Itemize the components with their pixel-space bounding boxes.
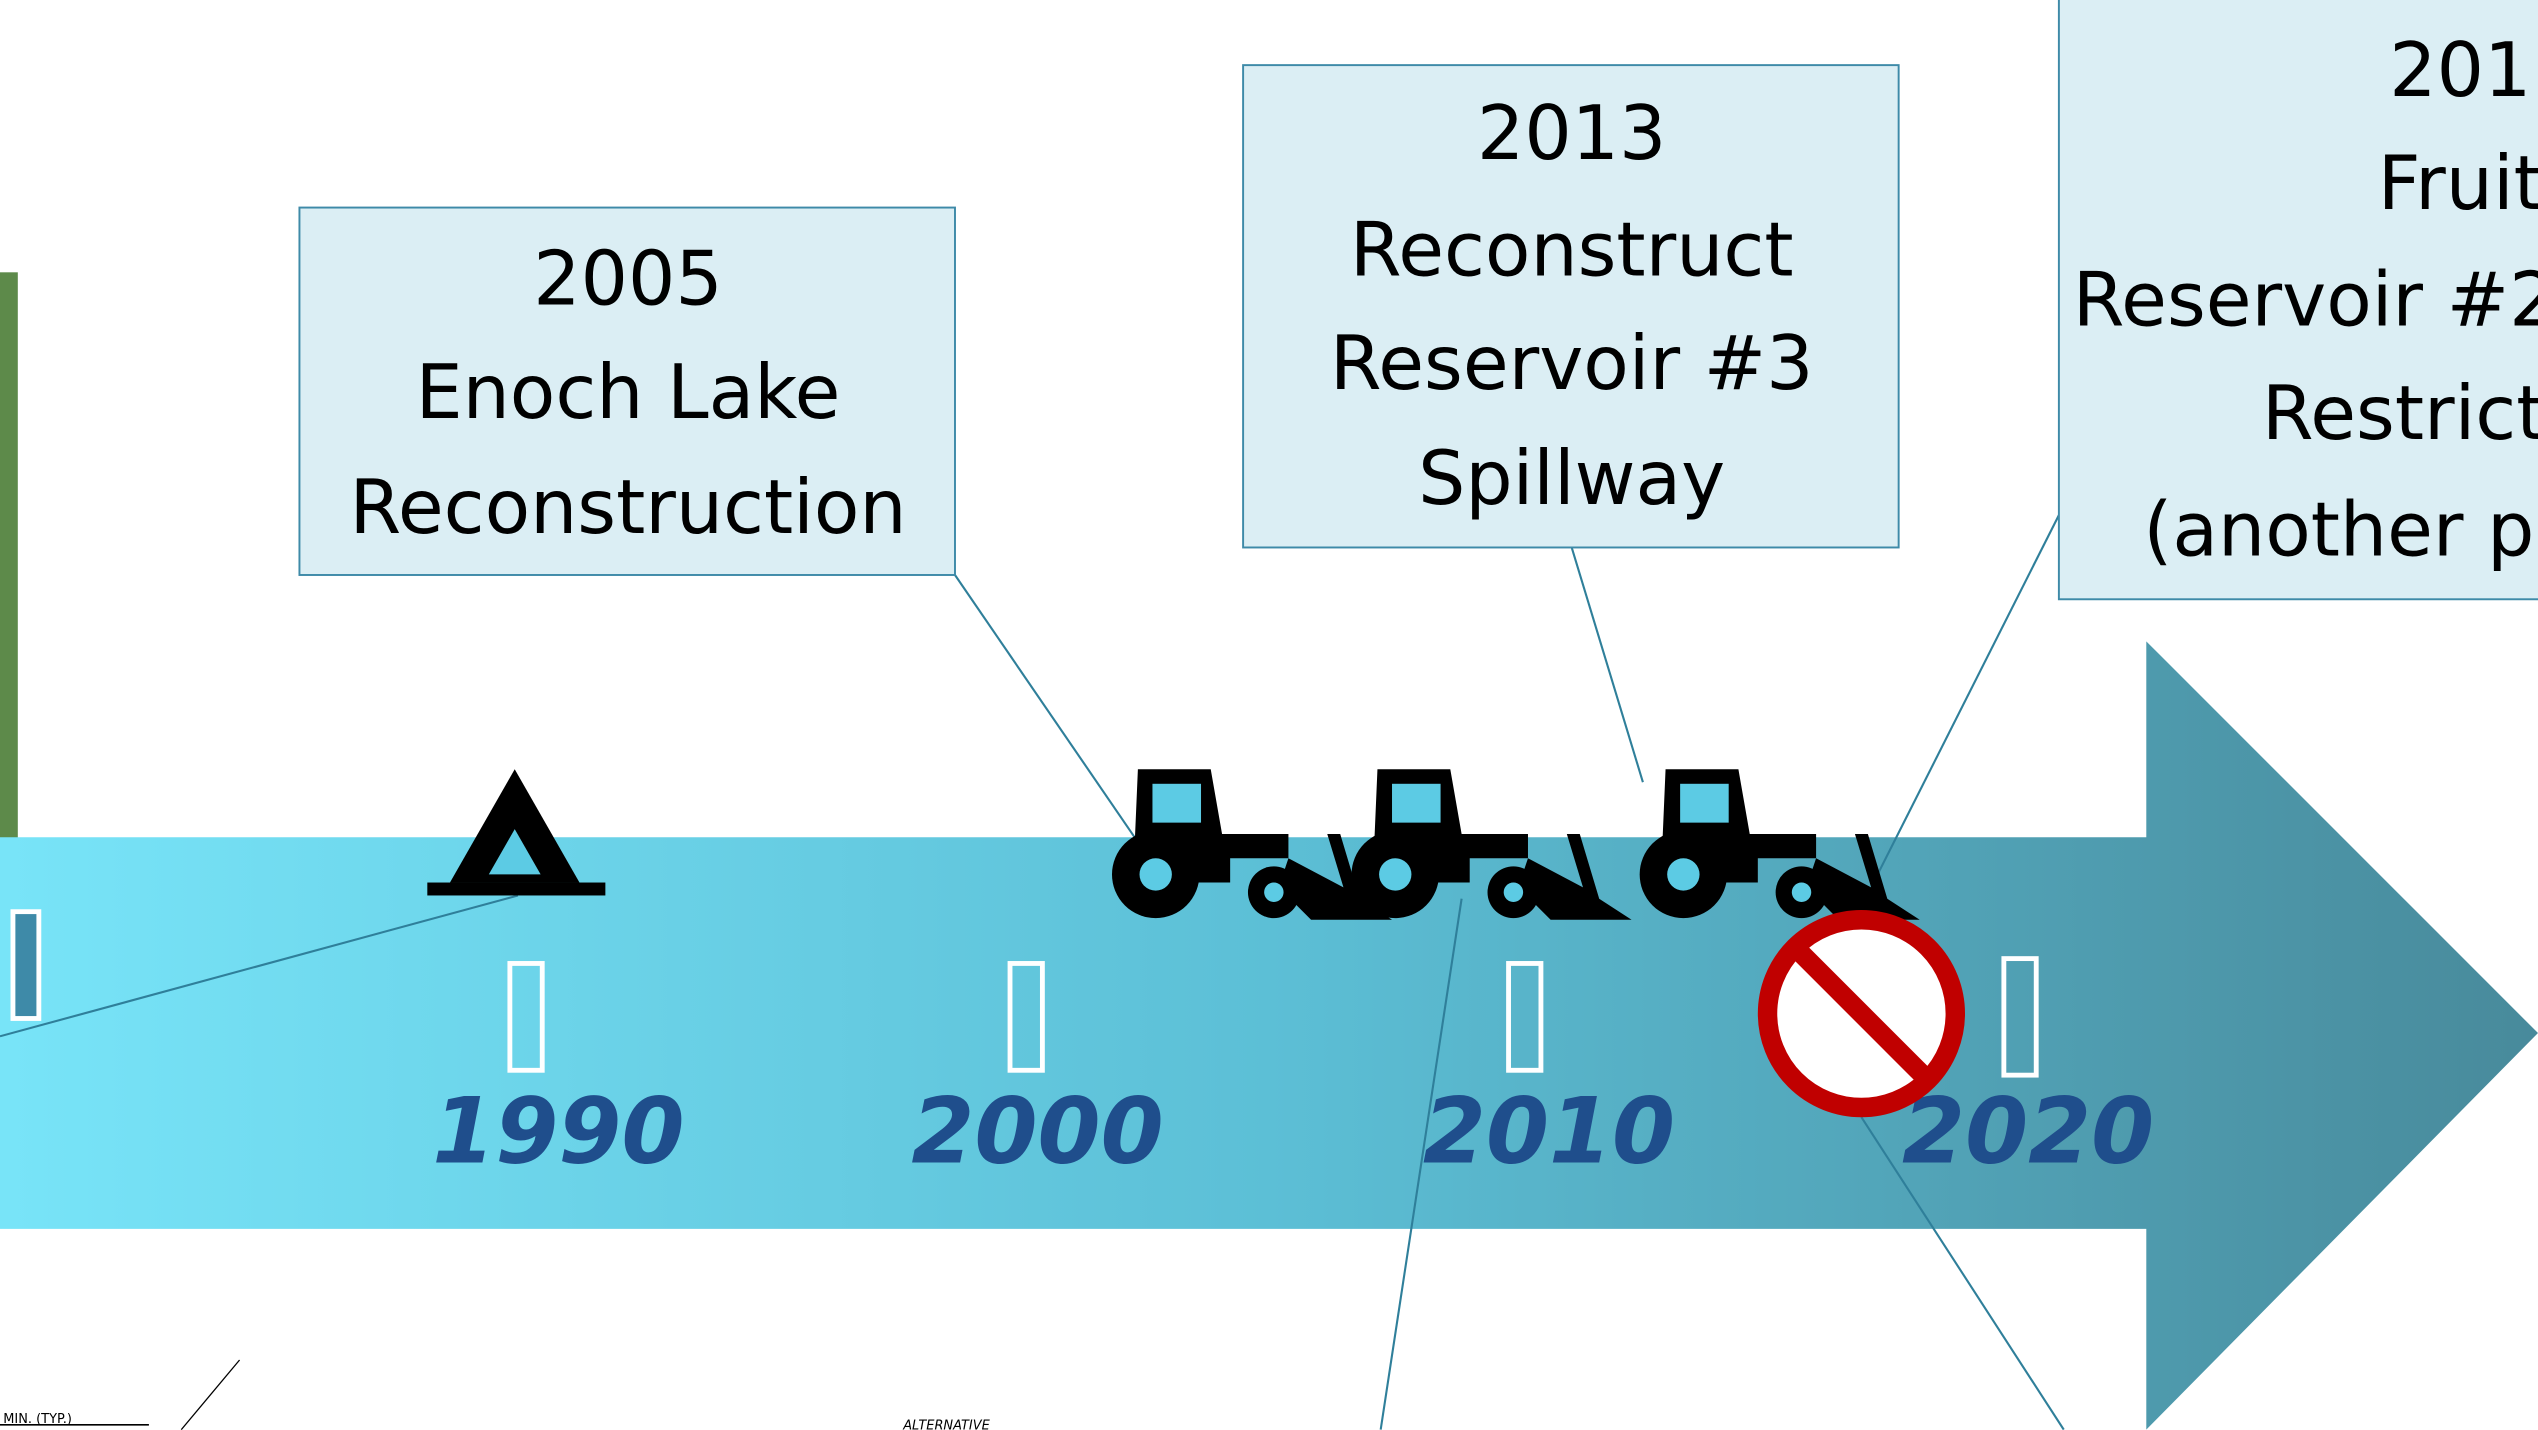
callout-text: Reservoir #2 [2073, 257, 2538, 344]
callout-text: (another p [2143, 487, 2534, 574]
year-label: 2020 [1902, 1080, 2154, 1185]
timeline-slide: 1990 2000 2010 2020 2005 Enoch Lake Reco… [0, 0, 2538, 1430]
callout-text: Spillway [1418, 435, 1725, 522]
year-label: 2000 [911, 1080, 1163, 1185]
callout-text: Reconstruct [1350, 207, 1794, 294]
drawing-text: MIN. (TYP.) [3, 1412, 72, 1427]
callout-text: 2013 [1477, 90, 1666, 177]
callout-text: Reservoir #3 [1330, 320, 1814, 407]
year-label: 2010 [1423, 1080, 1675, 1185]
year-label: 1990 [432, 1080, 684, 1185]
drawing-text: ALTERNATIVE [902, 1419, 990, 1430]
tick-box [13, 912, 39, 1019]
callout-text: Restrict [2262, 370, 2538, 457]
callout-text: 2005 [533, 236, 722, 323]
no-sign-icon [1768, 920, 1956, 1108]
timeline-arrow [0, 641, 2538, 1429]
callout-text: Enoch Lake [416, 349, 841, 436]
callout-text: Reconstruction [349, 464, 906, 551]
callout-text: Fruit [2378, 140, 2538, 227]
drawing-fragment: MIN. (TYP.) ALTERNATIVE [0, 1360, 991, 1430]
page: 1990 2000 2010 2020 2005 Enoch Lake Reco… [0, 0, 2538, 1430]
callout-text: 201 [2389, 27, 2531, 114]
